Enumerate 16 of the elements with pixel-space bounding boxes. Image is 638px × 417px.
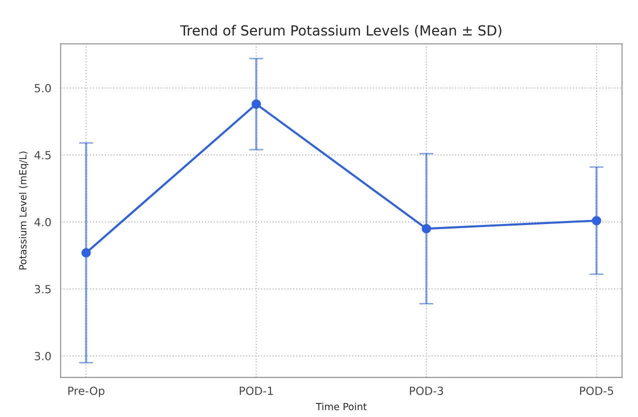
y-tick-label: 5.0 xyxy=(34,84,51,92)
point xyxy=(592,216,602,226)
x-tick-label: POD-3 xyxy=(410,386,444,396)
x-tick-label: Pre-Op xyxy=(68,386,104,398)
x-tick-label: POD-5 xyxy=(580,386,614,396)
y-tick-label: 4.0 xyxy=(34,218,51,226)
x-axis-title: Time Point xyxy=(316,402,367,410)
y-tick-label: 3.5 xyxy=(34,284,51,294)
y-tick-label: 3.0 xyxy=(34,352,51,360)
point xyxy=(422,224,432,234)
point xyxy=(81,248,91,258)
y-axis-title: Potassium Level (mEq/L) xyxy=(18,152,28,270)
point xyxy=(252,99,261,109)
x-tick-label: POD-1 xyxy=(240,386,273,396)
y-tick-label: 4.5 xyxy=(34,151,51,160)
chart-title: Trend of Serum Potassium Levels (Mean ± SD) xyxy=(180,24,502,38)
